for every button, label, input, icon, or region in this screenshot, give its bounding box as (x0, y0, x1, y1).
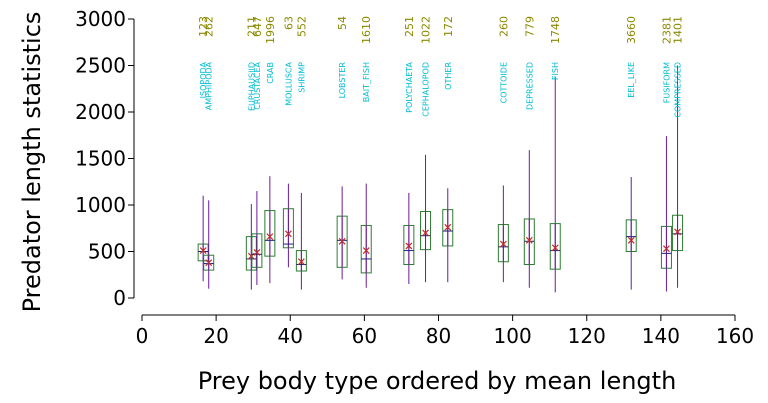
count-label: 1401 (672, 16, 685, 44)
category-label: CRAB (266, 62, 275, 84)
mean-marker (199, 247, 207, 254)
axes: 0 500 1000 1500 2000 2500 3000 0 20 40 60 80 100 120 1… (75, 7, 754, 348)
mean-marker (444, 223, 452, 231)
x-axis-label: Prey body type ordered by mean length (198, 367, 677, 395)
mean-marker (405, 242, 413, 250)
mean-marker (499, 240, 507, 248)
category-label: BAIT_FISH (362, 62, 371, 102)
count-label: 552 (295, 16, 308, 37)
box-group-amphipoda: 262 AMPHIPODA (203, 16, 216, 289)
mean-marker (627, 236, 635, 244)
count-label: 211 (245, 16, 258, 37)
count-label: 262 (203, 16, 216, 37)
count-label: 123 (197, 16, 210, 37)
category-label: EUPHAUSIID (247, 62, 256, 111)
mean-marker (253, 249, 261, 256)
count-label: 63 (282, 16, 295, 30)
category-label: FUSIFORM (662, 62, 671, 103)
box-group-crab: 1996 CRAB (264, 16, 277, 284)
count-label: 1022 (420, 16, 433, 44)
category-label: COMPRESSED (674, 62, 683, 118)
x-tick-label: 120 (568, 324, 606, 348)
x-tick-label: 80 (426, 324, 451, 348)
y-tick-label: 1000 (75, 193, 126, 217)
box-group-compressed: 1401 COMPRESSED (672, 16, 685, 288)
count-label: 647 (251, 16, 264, 37)
y-tick-label: 1500 (75, 147, 126, 171)
category-label: SHRIMP (297, 62, 306, 93)
mean-marker (338, 237, 346, 245)
category-label: EEL_LIKE (627, 62, 636, 98)
x-tick-label: 60 (352, 324, 377, 348)
count-label: 172 (442, 16, 455, 37)
category-label: POLYCHAETA (405, 61, 414, 112)
box-group-fusiform: 2381 FUSIFORM (660, 16, 673, 292)
count-label: 3660 (625, 16, 638, 44)
y-tick-label: 2000 (75, 100, 126, 124)
box-group-shrimp: 552 SHRIMP (295, 16, 308, 290)
box-group-bait-fish: 1610 BAIT_FISH (360, 16, 373, 288)
box-group-lobster: 54 LOBSTER (336, 16, 349, 280)
y-tick-label: 0 (113, 286, 126, 310)
count-label: 54 (336, 16, 349, 30)
mean-marker (297, 258, 305, 266)
category-label: CEPHALOPOD (422, 62, 431, 117)
count-label: 260 (497, 16, 510, 37)
x-tick-label: 20 (203, 324, 228, 348)
box-group-cottoide: 260 COTTOIDE (497, 16, 510, 283)
category-label: FISH (551, 62, 560, 80)
mean-marker (663, 245, 670, 253)
category-label: ISOPODA (199, 61, 208, 98)
mean-marker (422, 229, 429, 237)
category-label: COTTOIDE (499, 62, 508, 103)
x-tick-label: 140 (642, 324, 680, 348)
count-label: 251 (403, 16, 416, 37)
box-group-depressed: 779 DEPRESSED (523, 16, 536, 288)
category-label: CRUSTACEA (253, 61, 262, 109)
mean-marker (362, 247, 370, 254)
count-label: 779 (523, 16, 536, 37)
count-label: 2381 (660, 16, 673, 44)
y-tick-label: 3000 (75, 7, 126, 31)
mean-marker (205, 259, 213, 267)
box-group-polychaeta: 251 POLYCHAETA (403, 16, 416, 285)
mean-marker (551, 244, 559, 252)
category-label: OTHER (444, 62, 453, 90)
x-tick-label: 100 (494, 324, 532, 348)
box-group-crustacea: 647 CRUSTACEA (251, 16, 264, 285)
box-group-cephalopod: 1022 CEPHALOPOD (420, 16, 433, 283)
x-tick-label: 160 (716, 324, 754, 348)
category-label: AMPHIPODA (205, 61, 214, 110)
category-label: MOLLUSCA (284, 61, 293, 105)
count-label: 1610 (360, 16, 373, 44)
plot-marks: 123 ISOPODA 262 AMPHIPODA 211 EUPHAUSIID 647 CR… (197, 16, 685, 293)
x-tick-label: 0 (136, 324, 149, 348)
count-label: 1748 (549, 16, 562, 44)
box-group-other: 172 OTHER (442, 16, 455, 283)
y-tick-label: 2500 (75, 54, 126, 78)
count-label: 1996 (264, 16, 277, 44)
mean-marker (674, 228, 681, 236)
box-group-fish: 1748 FISH (549, 16, 562, 293)
category-label: DEPRESSED (525, 62, 534, 110)
y-axis-label: Predator length statistics (18, 12, 46, 313)
mean-marker (525, 236, 533, 244)
box-group-eel-like: 3660 EEL_LIKE (625, 16, 638, 290)
x-tick-label: 40 (278, 324, 303, 348)
y-tick-label: 500 (88, 240, 126, 264)
mean-marker (284, 230, 292, 238)
box-group-mollusca: 63 MOLLUSCA (282, 16, 295, 268)
category-label: LOBSTER (338, 62, 347, 99)
box-group-isopoda: 123 ISOPODA (197, 16, 210, 282)
mean-marker (266, 233, 274, 241)
